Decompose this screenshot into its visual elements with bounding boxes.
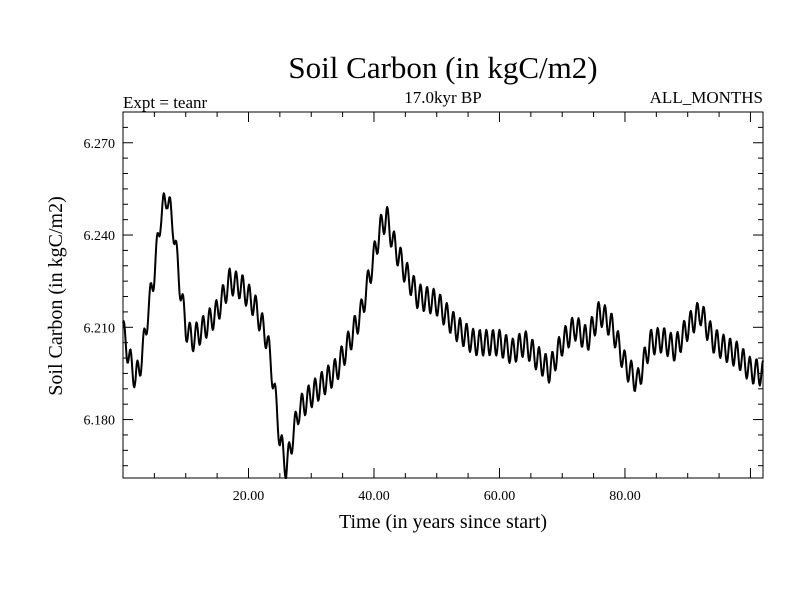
x-tick-label: 40.00 — [358, 489, 390, 504]
subtitle-months: ALL_MONTHS — [650, 88, 763, 107]
subtitle-period: 17.0kyr BP — [404, 88, 481, 107]
x-tick-label: 80.00 — [609, 489, 641, 504]
subtitle-experiment: Expt = teanr — [123, 93, 208, 112]
plot-frame — [122, 111, 764, 479]
chart-title: Soil Carbon (in kgC/m2) — [288, 50, 597, 85]
y-tick-label: 6.180 — [84, 414, 116, 429]
axis-tick-labels: 20.00 40.00 60.00 80.00 6.180 6.210 6.240 6.270 — [84, 137, 641, 504]
axis-ticks — [123, 111, 763, 478]
x-tick-label: 60.00 — [484, 489, 516, 504]
y-tick-label: 6.210 — [84, 321, 116, 336]
y-tick-label: 6.240 — [84, 229, 116, 244]
series-line-soil-carbon — [122, 192, 764, 479]
y-axis-label: Soil Carbon (in kgC/m2) — [45, 196, 67, 395]
y-tick-label: 6.270 — [84, 137, 116, 152]
x-axis-label: Time (in years since start) — [339, 511, 547, 533]
x-tick-label: 20.00 — [233, 489, 265, 504]
